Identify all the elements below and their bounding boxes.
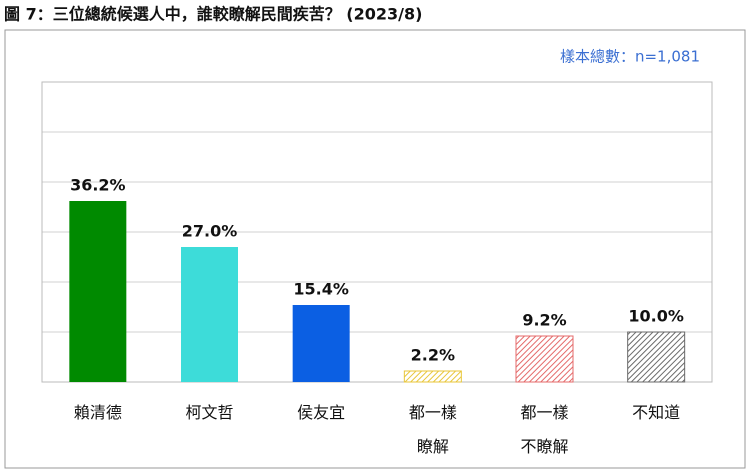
x-tick-label: 侯友宜 <box>297 403 346 422</box>
chart-title: 圖 7：三位總統候選人中，誰較瞭解民間疾苦？ (2023/8) <box>4 5 422 24</box>
plot-border <box>41 81 713 383</box>
bar <box>627 331 686 383</box>
value-label: 2.2% <box>411 346 455 365</box>
value-label: 15.4% <box>293 280 349 299</box>
sample-note: 樣本總數：n=1,081 <box>560 48 700 66</box>
bar <box>403 370 462 383</box>
value-label: 10.0% <box>628 307 684 326</box>
value-label: 27.0% <box>182 222 238 241</box>
x-tick-label: 不知道 <box>632 403 681 422</box>
frame <box>4 29 746 469</box>
x-tick-label: 柯文哲 <box>185 403 234 422</box>
bar <box>515 335 574 383</box>
x-tick-label: 都一樣不瞭解 <box>520 403 569 456</box>
bar <box>181 247 238 382</box>
bar <box>292 305 350 382</box>
x-tick-label: 都一樣瞭解 <box>408 403 457 456</box>
x-tick-label: 賴清德 <box>73 403 122 422</box>
bar <box>69 201 127 382</box>
value-label: 9.2% <box>522 311 566 330</box>
value-label: 36.2% <box>70 176 126 195</box>
